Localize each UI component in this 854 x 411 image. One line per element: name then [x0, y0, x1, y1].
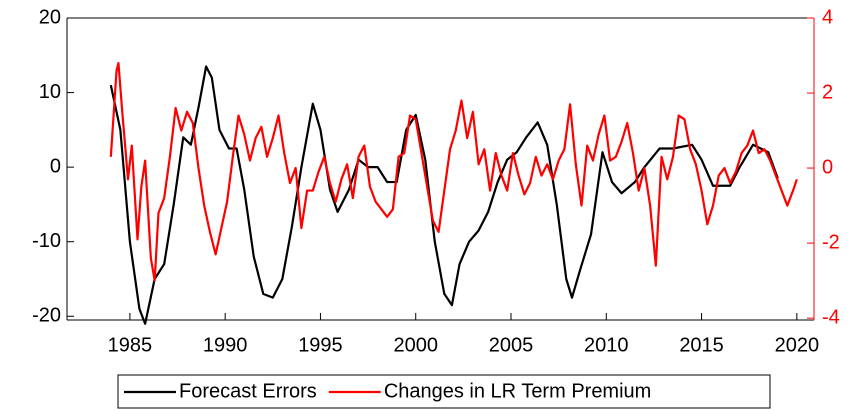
data-line — [109, 65, 779, 325]
x-tick-label: 1990 — [203, 334, 248, 356]
y-tick-label: 10 — [39, 81, 61, 103]
x-tick-label: 2010 — [584, 334, 629, 356]
x-tick-label: 1985 — [108, 334, 153, 356]
y2-tick-label: 0 — [822, 156, 833, 178]
x-tick-label: 2005 — [489, 334, 534, 356]
data-line — [109, 61, 798, 282]
x-tick-label: 2020 — [775, 334, 820, 356]
x-tick-label: 1995 — [298, 334, 343, 356]
x-tick-label: 2015 — [679, 334, 724, 356]
y2-tick-label: -2 — [822, 231, 840, 253]
y-tick-label: 20 — [39, 6, 61, 28]
y-tick-label: -10 — [32, 230, 61, 252]
legend-label: Changes in LR Term Premium — [384, 380, 652, 402]
y2-tick-label: 4 — [822, 6, 833, 28]
y-tick-label: -20 — [32, 305, 61, 327]
y2-tick-label: 2 — [822, 81, 833, 103]
legend-label: Forecast Errors — [179, 380, 317, 402]
legend-box — [117, 374, 771, 409]
y-tick-label: 0 — [50, 155, 61, 177]
y2-tick-label: -4 — [822, 306, 840, 328]
x-tick-label: 2000 — [393, 334, 438, 356]
